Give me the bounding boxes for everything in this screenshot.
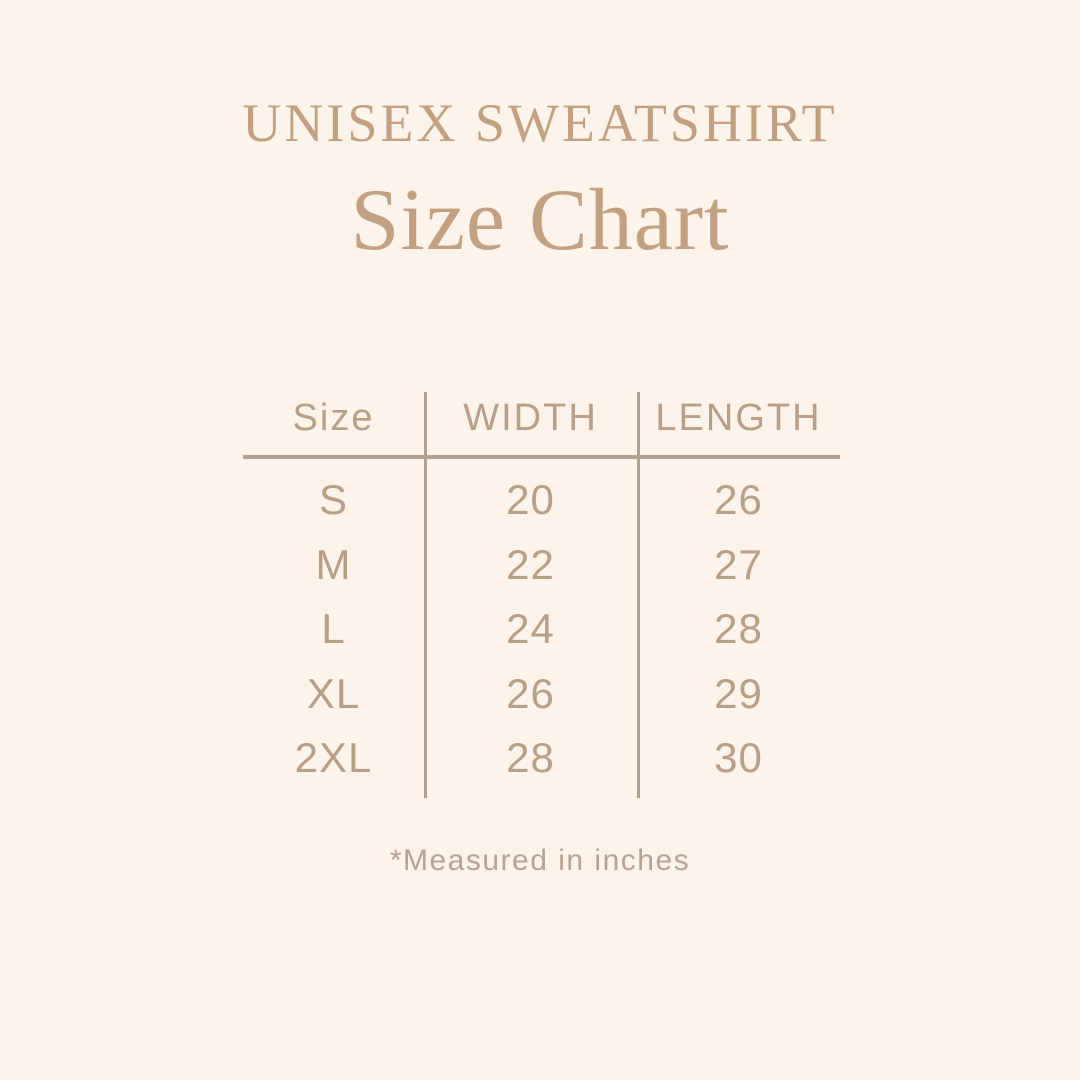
size-label: 2XL bbox=[294, 734, 373, 782]
column-header-size: Size bbox=[292, 397, 375, 439]
table-body: S 20 26 M 22 27 L 24 28 XL 26 29 2XL 28 … bbox=[243, 468, 840, 791]
column-header-width: WIDTH bbox=[463, 397, 598, 439]
header-divider-line bbox=[243, 455, 840, 459]
width-value: 28 bbox=[506, 734, 555, 782]
size-label: S bbox=[318, 476, 348, 524]
width-value: 26 bbox=[506, 669, 555, 717]
size-label: XL bbox=[306, 669, 361, 717]
size-label: M bbox=[315, 540, 352, 588]
column-divider-line-1 bbox=[423, 392, 427, 798]
table-row-2xl: 2XL 28 30 bbox=[243, 726, 840, 791]
length-value: 30 bbox=[714, 734, 763, 782]
width-value: 22 bbox=[506, 540, 555, 588]
size-table: Size WIDTH LENGTH S 20 26 M 22 27 L 24 2… bbox=[243, 392, 840, 798]
table-row-l: L 24 28 bbox=[243, 597, 840, 662]
width-value: 24 bbox=[506, 605, 555, 653]
table-header-row: Size WIDTH LENGTH bbox=[243, 392, 840, 455]
width-value: 20 bbox=[506, 476, 555, 524]
length-value: 26 bbox=[714, 476, 763, 524]
column-header-length: LENGTH bbox=[655, 397, 822, 439]
length-value: 29 bbox=[714, 669, 763, 717]
size-label: L bbox=[321, 605, 346, 653]
measurement-footnote: *Measured in inches bbox=[389, 844, 691, 877]
table-row-xl: XL 26 29 bbox=[243, 662, 840, 727]
table-row-m: M 22 27 bbox=[243, 533, 840, 598]
length-value: 27 bbox=[714, 540, 763, 588]
table-row-s: S 20 26 bbox=[243, 468, 840, 533]
page-subtitle: Size Chart bbox=[350, 172, 730, 269]
page-title: UNISEX SWEATSHIRT bbox=[242, 93, 838, 153]
length-value: 28 bbox=[714, 605, 763, 653]
column-divider-line-2 bbox=[636, 392, 640, 798]
